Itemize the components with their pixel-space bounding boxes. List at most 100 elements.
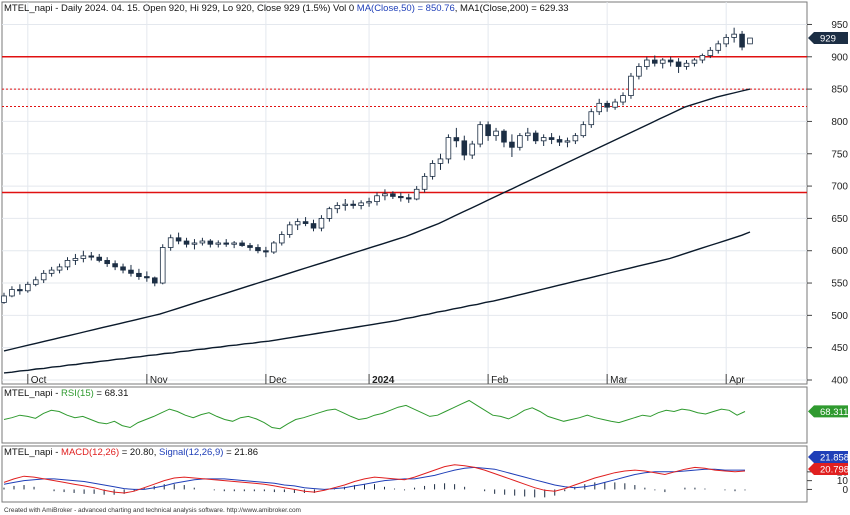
y-tick-label: 400 — [831, 376, 848, 387]
candle — [342, 199, 349, 211]
candle-body — [675, 61, 682, 67]
candle — [263, 246, 269, 258]
candle — [152, 276, 158, 287]
candle-body — [445, 137, 452, 160]
candle — [334, 202, 341, 214]
candle — [628, 72, 634, 99]
candle-body — [334, 205, 341, 210]
candle-body — [48, 269, 55, 274]
candle — [532, 130, 539, 145]
candle — [501, 129, 507, 148]
candle — [739, 30, 745, 51]
horizontal-levels — [2, 56, 807, 194]
y-tick-label: 500 — [831, 311, 848, 322]
candle-body — [477, 124, 483, 145]
y-tick-label: 900 — [831, 52, 848, 63]
rsi-value-tag: 68.3118 — [808, 405, 850, 418]
y-tick-label: 450 — [831, 343, 848, 354]
candle — [374, 192, 380, 206]
macd-panel — [1, 445, 808, 503]
candle — [644, 56, 650, 70]
candle-body — [32, 279, 39, 285]
candle-body — [707, 49, 714, 56]
candle-body — [239, 242, 245, 246]
candle-body — [318, 217, 325, 229]
candle — [461, 135, 468, 161]
x-tick-label: 2024 — [372, 375, 395, 386]
candle — [636, 63, 642, 80]
candle — [271, 241, 277, 254]
x-tick-label: Oct — [31, 375, 47, 386]
candle-body — [580, 124, 587, 137]
candle — [32, 276, 39, 287]
candle — [40, 270, 47, 284]
candle — [683, 60, 690, 70]
candle — [183, 237, 190, 248]
candle — [231, 241, 237, 249]
candle-body — [64, 260, 71, 268]
date-axis: Oct Nov Dec 2024 Feb Mar Apr — [27, 374, 745, 386]
candle-body — [683, 62, 690, 67]
candle-body — [96, 256, 103, 261]
candle — [509, 134, 515, 157]
y-tick-label: 600 — [831, 246, 848, 257]
candle-body — [437, 158, 444, 164]
candle-body — [723, 36, 729, 45]
signal-header-label: Signal(12,26,9) — [159, 447, 223, 458]
candle-body — [651, 59, 658, 64]
candle — [207, 239, 214, 248]
candle — [136, 268, 142, 280]
candle — [723, 34, 729, 48]
candle-body — [17, 289, 23, 292]
candle — [667, 56, 674, 67]
candle-body — [1, 295, 7, 303]
candle-body — [120, 266, 126, 271]
candle-body — [88, 255, 95, 258]
signal-value-tag-shape — [808, 451, 848, 463]
x-tick-label: Nov — [150, 375, 168, 386]
candle-body — [461, 140, 468, 156]
rsi-value-tag-shape — [808, 405, 848, 418]
candle-body — [382, 193, 388, 197]
candle-body — [223, 242, 229, 245]
ma50-line — [3, 88, 751, 352]
candle-body — [302, 221, 309, 224]
candle-body — [612, 101, 618, 108]
candle — [731, 27, 737, 43]
price-header: MTEL_napi - Daily 2024. 04. 15. Open 920… — [4, 3, 569, 14]
candle — [580, 121, 587, 138]
candle-body — [540, 137, 547, 142]
candle — [437, 153, 444, 170]
candle-body — [128, 269, 134, 274]
candle-body — [556, 139, 563, 143]
y-tick-label: 550 — [831, 279, 848, 290]
rsi-line — [3, 399, 746, 430]
candle — [247, 242, 253, 251]
candle — [17, 284, 23, 295]
candle — [540, 134, 547, 146]
candle — [453, 127, 460, 148]
candle — [659, 58, 666, 69]
candle — [64, 257, 71, 271]
candle-body — [366, 201, 372, 204]
candle-body — [429, 163, 436, 177]
candle — [398, 192, 404, 202]
candle — [390, 191, 396, 199]
macd-value-tag: 20.7988 — [808, 463, 850, 476]
price-header-prefix: MTEL_napi - Daily 2024. 04. 15. Open 920… — [4, 3, 357, 14]
candle — [144, 271, 150, 282]
candle-body — [413, 188, 420, 200]
candle — [604, 100, 610, 112]
candle — [120, 263, 126, 274]
candle-body — [167, 237, 174, 248]
rsi-header-label: RSI(15) — [61, 388, 94, 399]
macd-line — [3, 464, 746, 494]
candle — [215, 240, 222, 248]
x-tick-label: Dec — [269, 375, 287, 386]
macd-header-prefix: MTEL_napi - — [4, 447, 61, 458]
macd-value-tag-label: 20.7988 — [820, 465, 850, 476]
macd-header-value: = 20.80, — [119, 447, 159, 458]
candle-body — [104, 260, 110, 265]
candle-body — [405, 197, 412, 200]
